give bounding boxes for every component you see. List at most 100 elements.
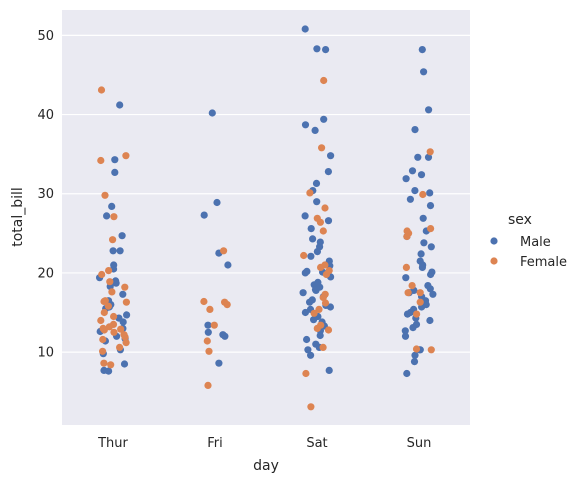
point-male-sat-79 — [301, 308, 309, 317]
point-male-sat-85 — [316, 331, 324, 340]
point-female-fri-33 — [200, 297, 208, 306]
point-female-fri-39 — [205, 347, 213, 355]
point-male-sun-96 — [424, 153, 433, 161]
point-male-sat-59 — [313, 248, 321, 256]
point-male-sat-52 — [313, 198, 321, 206]
point-female-fri-37 — [210, 321, 218, 329]
point-male-thur-13 — [119, 290, 127, 298]
point-male-thur-5 — [116, 247, 124, 255]
point-female-thur-27 — [122, 339, 130, 347]
y-tick-labels: 10 20 30 40 50 — [37, 29, 54, 361]
y-tick-label-10: 10 — [37, 346, 54, 361]
point-male-sun-98 — [408, 167, 417, 175]
point-female-thur-26 — [99, 335, 107, 344]
point-female-fri-36 — [206, 305, 214, 313]
point-male-sun-131 — [426, 316, 434, 325]
point-female-thur-16 — [110, 312, 118, 321]
point-male-sun-93 — [420, 68, 428, 76]
point-male-thur-2 — [108, 202, 116, 210]
x-axis-label: day — [253, 458, 279, 474]
point-male-sun-118 — [426, 285, 434, 293]
point-male-sun-108 — [420, 239, 428, 247]
point-male-fri-36 — [224, 261, 232, 269]
point-female-sat-52 — [322, 270, 330, 279]
point-female-sat-44 — [321, 204, 329, 212]
point-male-sun-115 — [427, 270, 435, 279]
point-female-sun-64 — [426, 148, 434, 156]
legend-title: sex — [508, 212, 532, 228]
point-female-sun-65 — [419, 190, 427, 199]
point-male-fri-33 — [213, 198, 221, 207]
point-male-sat-55 — [307, 225, 315, 233]
point-female-thur-5 — [109, 236, 117, 244]
point-male-sun-104 — [426, 202, 435, 210]
point-male-sat-72 — [299, 289, 307, 297]
point-female-thur-4 — [110, 213, 118, 221]
gridlines — [62, 34, 470, 353]
point-female-sun-72 — [416, 289, 424, 297]
point-male-sun-135 — [401, 332, 410, 340]
point-female-thur-28 — [116, 343, 124, 351]
point-female-sat-59 — [313, 324, 321, 332]
point-male-fri-40 — [221, 332, 229, 340]
point-male-sat-44 — [322, 46, 330, 54]
point-female-thur-21 — [117, 325, 125, 333]
x-tick-label-sun: Sun — [407, 436, 432, 451]
point-male-sun-95 — [411, 126, 419, 134]
point-female-thur-9 — [121, 283, 129, 291]
point-male-sun-113 — [418, 263, 426, 271]
point-male-sun-100 — [402, 175, 410, 183]
point-male-sun-140 — [403, 369, 411, 378]
point-female-sat-48 — [300, 251, 308, 260]
y-axis-label: total_bill — [10, 187, 26, 247]
point-female-thur-30 — [100, 359, 108, 367]
point-female-sun-76 — [427, 346, 435, 354]
point-female-sun-66 — [427, 225, 435, 233]
point-female-sun-71 — [408, 282, 416, 290]
point-female-sun-73 — [416, 298, 424, 306]
point-female-sun-74 — [413, 310, 421, 318]
point-female-sat-63 — [307, 403, 315, 411]
point-female-sat-47 — [319, 227, 327, 235]
point-female-thur-17 — [97, 316, 105, 325]
y-tick-label-20: 20 — [37, 266, 54, 281]
point-female-thur-7 — [98, 270, 106, 279]
point-male-thur-17 — [123, 311, 131, 319]
point-female-thur-13 — [122, 298, 130, 306]
y-tick-label-40: 40 — [37, 108, 54, 123]
point-male-sat-89 — [304, 346, 312, 354]
point-male-sat-65 — [301, 269, 309, 277]
point-male-fri-34 — [200, 211, 208, 219]
point-female-sun-75 — [412, 345, 421, 353]
point-female-thur-14 — [104, 302, 112, 310]
point-female-fri-40 — [204, 381, 212, 389]
point-female-thur-25 — [121, 333, 129, 341]
x-tick-labels: Thur Fri Sat Sun — [97, 436, 431, 451]
point-female-sat-62 — [302, 369, 310, 378]
point-male-sun-121 — [429, 290, 437, 298]
point-male-fri-38 — [204, 328, 212, 336]
point-female-sat-55 — [321, 299, 330, 307]
point-male-sat-75 — [306, 298, 314, 306]
point-male-sat-49 — [324, 168, 332, 176]
point-male-thur-30 — [111, 156, 119, 164]
point-female-thur-2 — [97, 156, 105, 165]
point-male-fri-41 — [215, 359, 223, 367]
point-female-thur-22 — [100, 326, 108, 334]
point-male-thur-0 — [116, 101, 124, 109]
point-male-thur-29 — [105, 367, 113, 375]
legend-marker-male — [490, 237, 498, 245]
point-female-sat-61 — [319, 343, 327, 351]
point-male-thur-4 — [118, 232, 126, 240]
point-female-fri-32 — [220, 247, 228, 255]
point-female-sat-56 — [315, 305, 323, 313]
point-male-thur-6 — [109, 247, 117, 255]
data-points — [96, 25, 437, 411]
point-male-sat-45 — [320, 115, 328, 123]
point-female-sat-50 — [317, 263, 325, 271]
point-female-thur-29 — [99, 347, 107, 355]
point-male-fri-37 — [204, 321, 212, 329]
point-male-sun-139 — [410, 358, 419, 366]
point-male-thur-27 — [120, 360, 129, 368]
